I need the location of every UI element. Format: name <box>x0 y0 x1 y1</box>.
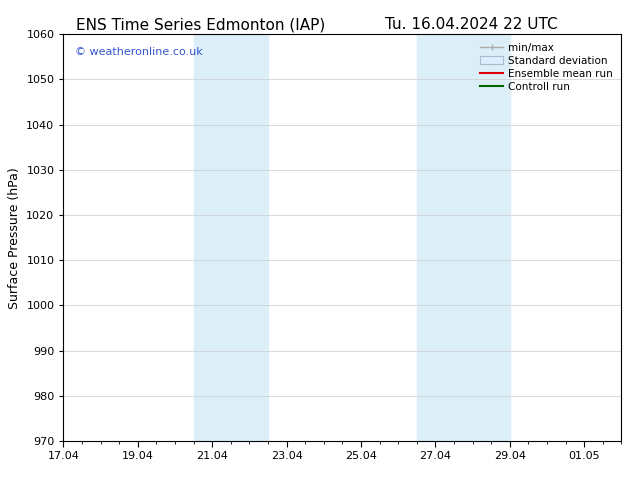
Y-axis label: Surface Pressure (hPa): Surface Pressure (hPa) <box>8 167 21 309</box>
Text: Tu. 16.04.2024 22 UTC: Tu. 16.04.2024 22 UTC <box>385 17 558 32</box>
Text: © weatheronline.co.uk: © weatheronline.co.uk <box>75 47 202 56</box>
Bar <box>193 34 268 441</box>
Legend: min/max, Standard deviation, Ensemble mean run, Controll run: min/max, Standard deviation, Ensemble me… <box>477 40 616 95</box>
Text: ENS Time Series Edmonton (IAP): ENS Time Series Edmonton (IAP) <box>76 17 325 32</box>
Bar <box>417 34 510 441</box>
